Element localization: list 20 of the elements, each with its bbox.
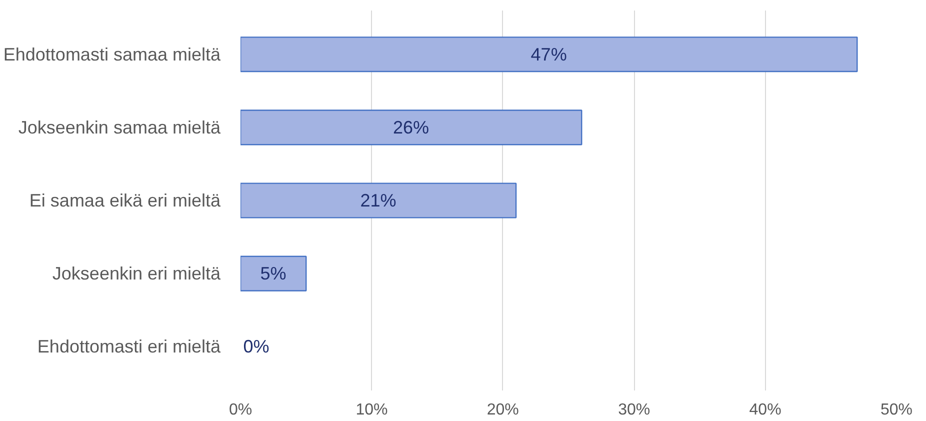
bar (240, 256, 307, 292)
bar (240, 182, 517, 218)
data-label: 21% (360, 190, 396, 210)
y-tick-label: Ehdottomasti samaa mieltä (3, 44, 222, 64)
x-tick-label: 30% (618, 402, 650, 418)
x-tick-label: 20% (486, 402, 519, 418)
bar (240, 36, 858, 72)
data-label: 26% (393, 117, 430, 138)
y-tick-label: Ei samaa eikä eri mieltä (29, 190, 222, 210)
y-tick-label: Jokseenkin eri mieltä (52, 264, 222, 284)
data-label: 0% (243, 336, 270, 357)
x-tick-label: 50% (880, 402, 913, 418)
x-tick-label: 40% (749, 402, 782, 418)
x-tick-label: 0% (228, 402, 252, 418)
y-tick-label: Ehdottomasti eri mieltä (37, 336, 222, 357)
bar (240, 110, 582, 146)
data-label: 47% (530, 44, 567, 64)
y-tick-label: Jokseenkin samaa mieltä (18, 117, 222, 138)
x-tick-label: 10% (356, 402, 388, 418)
data-label: 5% (260, 264, 286, 284)
